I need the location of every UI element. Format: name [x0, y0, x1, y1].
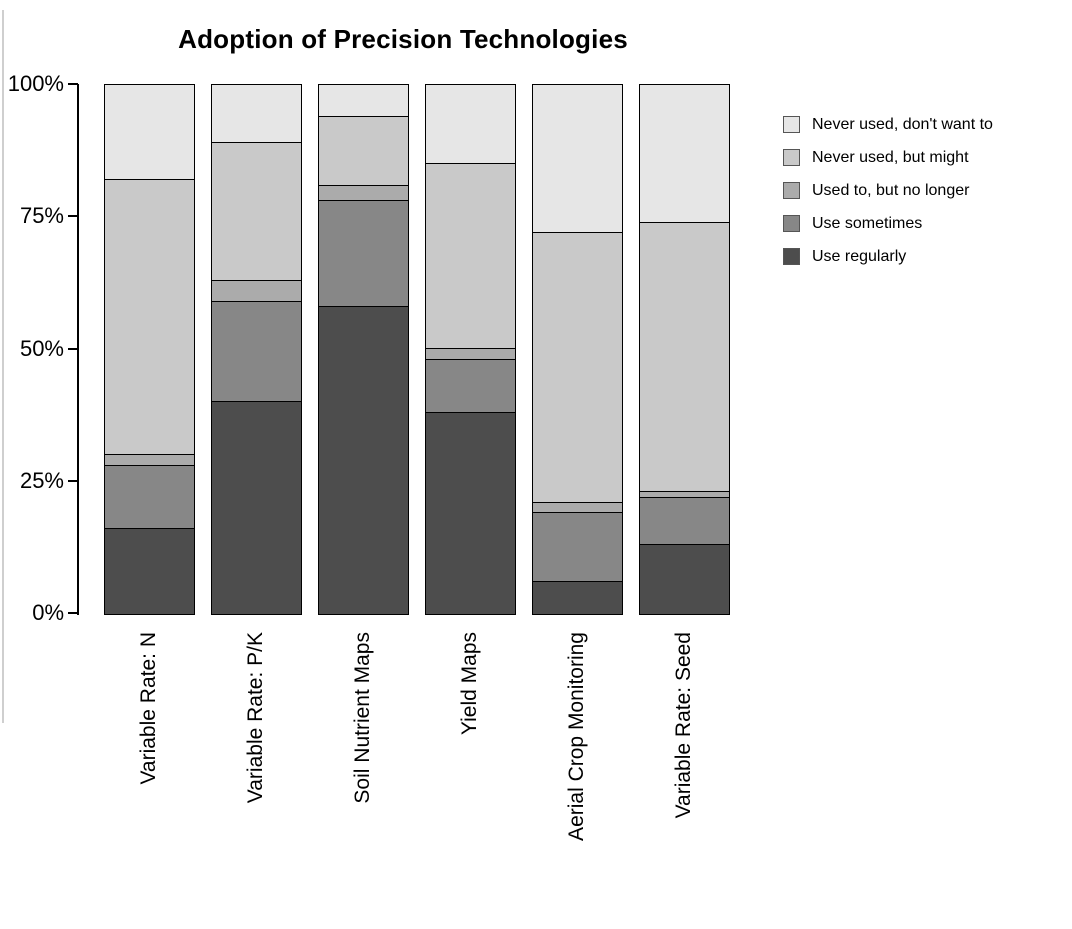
bar-segment [640, 85, 729, 223]
legend-item: Never used, but might [783, 149, 969, 166]
bar-segment [319, 201, 408, 308]
legend-label: Never used, but might [812, 149, 969, 166]
legend-swatch-icon [783, 215, 800, 232]
plot-area [104, 84, 730, 615]
bar-segment [426, 412, 515, 614]
y-axis-tick-label: 100% [7, 71, 64, 96]
stacked-bar-variable-rate-n [104, 84, 195, 615]
x-axis-label-cell: Variable Rate: N [104, 632, 193, 922]
stacked-bar-variable-rate-seed [639, 84, 730, 615]
stacked-bar-variable-rate-p-k [211, 84, 302, 615]
stacked-bar-soil-nutrient-maps [318, 84, 409, 615]
y-axis-tick-label: 25% [19, 467, 64, 493]
y-axis-tick-label: 0% [32, 600, 64, 625]
x-axis-label: Yield Maps [457, 632, 481, 736]
bar-segment [319, 307, 408, 614]
x-axis-label-cell: Variable Rate: P/K [211, 632, 300, 922]
bar-segment [105, 465, 194, 530]
legend-swatch-icon [783, 182, 800, 199]
bar-segment [640, 545, 729, 614]
bar-segment [105, 529, 194, 614]
bar-segment [533, 85, 622, 234]
bar-segment [640, 497, 729, 546]
legend-swatch-icon [783, 248, 800, 265]
legend-label: Never used, don't want to [812, 116, 993, 133]
x-axis-label: Aerial Crop Monitoring [564, 632, 588, 841]
legend-swatch-icon [783, 149, 800, 166]
legend-swatch-icon [783, 116, 800, 133]
legend-item: Used to, but no longer [783, 182, 969, 199]
x-axis-label: Variable Rate: N [136, 632, 160, 785]
bar-segment [105, 180, 194, 456]
bar-segment [640, 492, 729, 498]
y-axis-tick [68, 479, 78, 482]
bar-segment [105, 455, 194, 466]
bar-segment [212, 280, 301, 302]
bar-segment [426, 360, 515, 413]
bar-segment [319, 85, 408, 117]
x-axis-labels: Variable Rate: N Variable Rate: P/K Soil N… [104, 632, 728, 922]
y-axis-tick [68, 347, 78, 350]
screen-edge-artifact [2, 10, 4, 723]
legend-label: Used to, but no longer [812, 182, 970, 199]
bar-segment [319, 185, 408, 202]
bar-segment [426, 85, 515, 165]
x-axis-label-cell: Yield Maps [425, 632, 514, 922]
x-axis-label-cell: Variable Rate: Seed [639, 632, 728, 922]
legend-label: Use sometimes [812, 215, 923, 232]
bar-segment [212, 402, 301, 614]
bar-segment [533, 233, 622, 503]
bar-segment [105, 85, 194, 181]
bar-segment [212, 301, 301, 403]
stacked-bar-yield-maps [425, 84, 516, 615]
bar-segment [426, 164, 515, 350]
y-axis-tick [68, 83, 78, 85]
stacked-bar-aerial-crop-monitoring [532, 84, 623, 615]
y-axis-line [77, 84, 79, 615]
legend-item: Never used, don't want to [783, 116, 993, 133]
bar-segment [640, 222, 729, 493]
x-axis-label: Variable Rate: Seed [671, 632, 695, 819]
bar-segment [319, 116, 408, 186]
bar-segment [533, 582, 622, 614]
chart-title: Adoption of Precision Technologies [178, 24, 628, 54]
x-axis-label: Variable Rate: P/K [243, 632, 267, 804]
x-axis-label-cell: Aerial Crop Monitoring [532, 632, 621, 922]
x-axis-label-cell: Soil Nutrient Maps [318, 632, 407, 922]
y-axis-tick [68, 215, 78, 218]
x-axis-label: Soil Nutrient Maps [350, 632, 374, 804]
legend-item: Use sometimes [783, 215, 922, 232]
bar-segment [533, 513, 622, 583]
y-axis-tick-label: 75% [19, 203, 64, 229]
y-axis-tick-label: 50% [19, 335, 64, 361]
y-axis-tick [68, 612, 78, 614]
bar-segment [533, 502, 622, 514]
legend-label: Use regularly [812, 248, 907, 265]
bar-segment [212, 143, 301, 281]
bar-segment [426, 349, 515, 361]
legend-item: Use regularly [783, 248, 906, 265]
bar-segment [212, 85, 301, 144]
